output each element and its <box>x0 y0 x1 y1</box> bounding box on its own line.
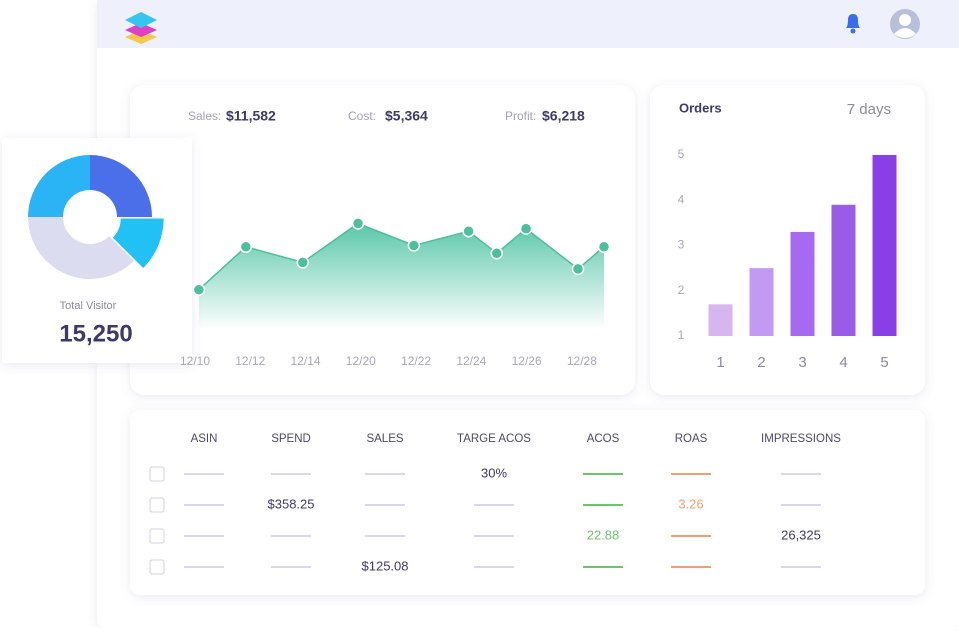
point <box>296 256 310 269</box>
column-header: ACOS <box>587 433 620 445</box>
donut-total: 15,250 <box>59 320 132 347</box>
x-tick-label: 5 <box>880 354 888 371</box>
x-tick-label: 12/20 <box>346 354 376 368</box>
bell-icon[interactable] <box>846 14 860 34</box>
point <box>407 239 421 252</box>
bar <box>708 304 733 336</box>
bar <box>749 268 774 336</box>
donut-slice <box>90 155 152 217</box>
x-tick-label: 3 <box>798 354 806 371</box>
point <box>192 283 206 296</box>
stat-value: $5,364 <box>385 108 428 124</box>
y-tick-label: 4 <box>678 192 685 206</box>
x-tick-label: 12/22 <box>401 354 431 368</box>
table-cell: $358.25 <box>268 496 315 511</box>
avatar[interactable] <box>890 9 920 39</box>
point <box>462 224 475 238</box>
column-header: SALES <box>366 433 403 445</box>
x-tick-label: 1 <box>716 354 724 371</box>
column-header: IMPRESSIONS <box>761 433 841 445</box>
donut-caption: Total Visitor <box>60 300 117 312</box>
bar <box>831 204 856 336</box>
stat-value: $6,218 <box>542 108 585 124</box>
point <box>239 240 253 254</box>
checkbox[interactable] <box>149 466 165 482</box>
table-cell: 3.26 <box>678 496 703 511</box>
checkbox[interactable] <box>149 559 165 575</box>
x-tick-label: 12/24 <box>456 354 486 368</box>
point <box>597 240 611 254</box>
point <box>351 217 365 230</box>
checkbox[interactable] <box>149 497 165 513</box>
point <box>490 247 504 260</box>
y-tick-label: 2 <box>678 283 685 297</box>
column-header: TARGE ACOS <box>457 433 531 445</box>
bar <box>872 155 897 336</box>
x-tick-label: 12/14 <box>291 354 321 368</box>
column-header: SPEND <box>271 433 311 445</box>
bar <box>790 231 815 336</box>
point <box>571 262 585 276</box>
x-tick-label: 12/28 <box>567 354 597 368</box>
x-tick-label: 12/26 <box>512 354 542 368</box>
stat-label: Sales: <box>188 109 221 123</box>
donut-slice <box>28 155 90 217</box>
table-cell: 30% <box>481 465 507 480</box>
y-tick-label: 1 <box>678 328 685 342</box>
column-header: ROAS <box>675 433 708 445</box>
logo <box>125 12 157 44</box>
stat-label: Profit: <box>505 109 536 123</box>
area-fill <box>198 223 605 330</box>
top-bar <box>97 0 959 48</box>
donut-slice <box>112 218 164 269</box>
table-card <box>130 410 925 595</box>
column-header: ASIN <box>191 433 218 445</box>
bar-title: Orders <box>679 100 722 115</box>
x-tick-label: 12/12 <box>235 354 265 368</box>
donut-slice <box>28 217 134 279</box>
point <box>519 222 533 235</box>
stat-label: Cost: <box>348 109 376 123</box>
table-cell: 22.88 <box>587 527 620 542</box>
line <box>198 222 605 291</box>
x-tick-label: 12/10 <box>180 354 210 368</box>
x-tick-label: 2 <box>757 354 765 371</box>
checkbox[interactable] <box>149 528 165 544</box>
y-tick-label: 5 <box>678 147 685 161</box>
table-cell: $125.08 <box>362 558 409 573</box>
bar-subtitle: 7 days <box>847 101 891 118</box>
x-tick-label: 4 <box>839 354 847 371</box>
y-tick-label: 3 <box>678 238 685 252</box>
stat-value: $11,582 <box>226 108 276 124</box>
table-cell: 26,325 <box>781 527 821 542</box>
